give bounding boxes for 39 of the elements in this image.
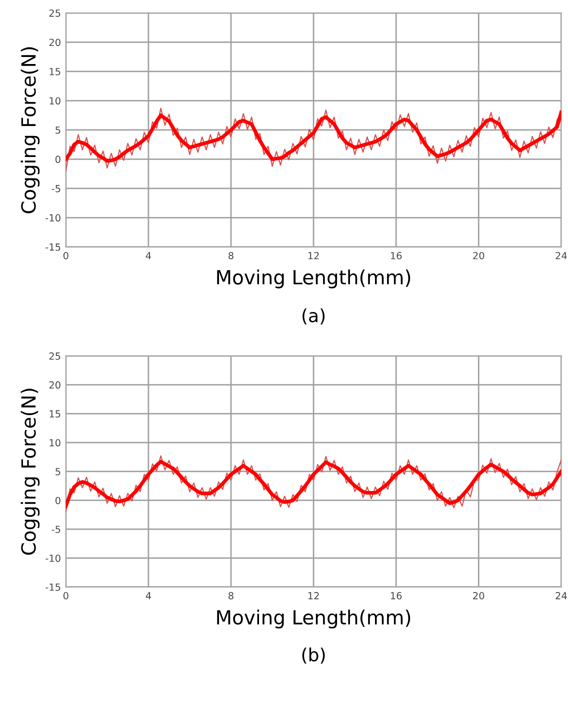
- x-axis-title: Moving Length(mm): [217, 270, 410, 288]
- x-tick-label: 24: [556, 592, 567, 600]
- y-tick-label: 15: [50, 410, 60, 418]
- text: (a): [302, 308, 325, 324]
- y-tick-label: -10: [46, 554, 60, 562]
- y-tick-label: 20: [49, 381, 60, 389]
- x-tick-label: 24: [556, 252, 567, 260]
- x-tick-label: 12: [308, 252, 319, 260]
- x-tick-label: 8: [228, 252, 234, 260]
- y-tick-label: 5: [56, 126, 60, 134]
- y-tick-label: 25: [49, 9, 60, 17]
- y-tick-label: 15: [50, 68, 60, 76]
- text: (b): [302, 648, 325, 664]
- x-tick-label: 0: [63, 252, 68, 260]
- x-tick-label: 16: [390, 252, 402, 260]
- x-tick-label: 4: [146, 592, 151, 600]
- y-tick-label: -5: [52, 185, 60, 192]
- y-tick-label: 0: [55, 496, 60, 504]
- x-tick-label: 4: [146, 252, 151, 260]
- y-tick-label: -5: [52, 526, 60, 534]
- y-tick-label: 0: [55, 156, 60, 164]
- x-tick-label: 20: [473, 592, 484, 600]
- y-tick-label: 5: [56, 468, 60, 476]
- y-tick-label: -15: [46, 584, 60, 591]
- y-tick-label: -10: [46, 214, 60, 222]
- y-tick-label: 10: [50, 97, 60, 105]
- x-tick-label: 12: [308, 592, 319, 600]
- x-tick-label: 20: [473, 252, 484, 260]
- y-axis-title: Cogging Force(N): [20, 47, 40, 214]
- y-tick-label: 25: [49, 352, 60, 360]
- x-tick-label: 0: [63, 592, 68, 600]
- x-axis-title: Moving Length(mm): [217, 610, 410, 628]
- y-tick-label: 20: [49, 38, 60, 46]
- y-tick-label: -15: [46, 244, 60, 251]
- line-series: [66, 110, 562, 163]
- y-axis-title: Cogging Force(N): [20, 388, 40, 555]
- x-tick-label: 16: [390, 592, 402, 600]
- x-tick-label: 8: [228, 592, 234, 600]
- y-tick-label: 10: [50, 439, 60, 446]
